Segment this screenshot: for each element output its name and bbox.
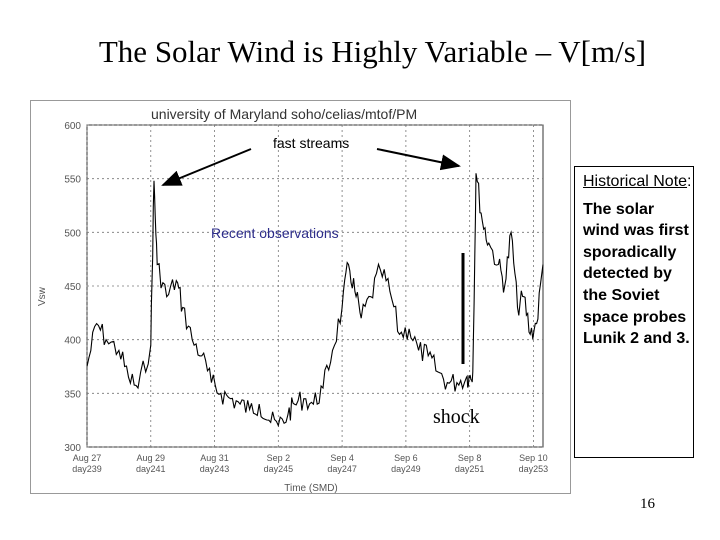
chart-svg: university of Maryland soho/celias/mtof/…	[37, 106, 548, 493]
x-tick-label-date: Sep 2	[267, 453, 291, 463]
historical-note-colon: :	[687, 173, 692, 190]
y-tick-label: 500	[64, 228, 81, 239]
x-tick-label-date: Aug 29	[137, 453, 166, 463]
x-tick-label-doy: day243	[200, 464, 230, 474]
y-tick-label: 350	[64, 389, 81, 400]
series-layer	[86, 173, 544, 428]
series-line	[86, 173, 544, 428]
historical-note-box: Historical Note: The solar wind was firs…	[574, 166, 694, 458]
y-tick-label: 450	[64, 282, 81, 293]
fast-streams-label: fast streams	[273, 135, 349, 151]
annotation-layer: fast streams Recent observations shock	[161, 135, 480, 428]
y-tick-label: 300	[64, 443, 81, 454]
historical-note-heading-text: Historical Note	[583, 173, 688, 190]
y-axis-label: Vsw	[37, 286, 48, 306]
historical-note-heading: Historical Note:	[583, 171, 693, 193]
x-tick-label-date: Sep 10	[519, 453, 548, 463]
x-tick-label-doy: day253	[519, 464, 549, 474]
chart-title: university of Maryland soho/celias/mtof/…	[151, 106, 417, 122]
x-tick-label-date: Sep 8	[458, 453, 482, 463]
fast-streams-arrow-right	[376, 148, 461, 171]
y-tick-label: 600	[64, 121, 81, 132]
x-tick-label-doy: day239	[72, 464, 102, 474]
shock-label: shock	[433, 406, 480, 428]
x-tick-label-doy: day247	[327, 464, 357, 474]
x-tick-label-date: Sep 6	[394, 453, 418, 463]
y-tick-label: 400	[64, 336, 81, 347]
x-tick-label-date: Aug 27	[73, 453, 102, 463]
page-number: 16	[640, 496, 655, 512]
x-tick-label-date: Sep 4	[330, 453, 354, 463]
y-tick-label: 550	[64, 175, 81, 186]
x-tick-label-doy: day249	[391, 464, 421, 474]
fast-streams-arrow-left	[161, 148, 252, 186]
x-tick-label-doy: day241	[136, 464, 166, 474]
x-tick-label-doy: day251	[455, 464, 485, 474]
x-axis-label: Time (SMD)	[284, 483, 338, 493]
solar-wind-chart: university of Maryland soho/celias/mtof/…	[30, 100, 571, 494]
recent-observations-label: Recent observations	[211, 225, 339, 241]
slide-title: The Solar Wind is Highly Variable – V[m/…	[98, 34, 647, 69]
x-tick-label-doy: day245	[264, 464, 294, 474]
x-tick-label-date: Aug 31	[200, 453, 229, 463]
historical-note-body: The solar wind was first sporadically de…	[583, 200, 690, 348]
